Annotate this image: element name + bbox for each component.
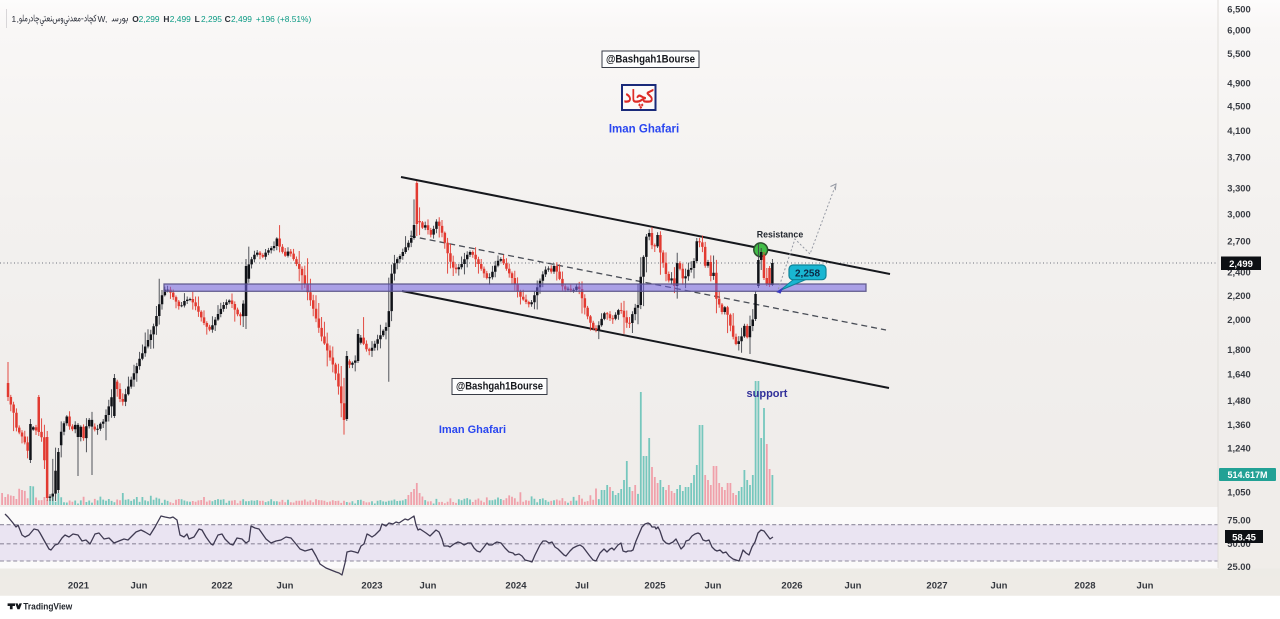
svg-text:Resistance: Resistance [757, 230, 804, 240]
svg-text:2024: 2024 [505, 581, 527, 592]
svg-text:Iman Ghafari: Iman Ghafari [609, 124, 679, 136]
svg-text:2023: 2023 [361, 581, 382, 592]
svg-text:Jun: Jun [845, 581, 862, 592]
svg-text:2027: 2027 [926, 581, 947, 592]
svg-text:1,800: 1,800 [1227, 344, 1250, 355]
svg-text:Jul: Jul [575, 581, 589, 592]
svg-text:2,299: 2,299 [139, 14, 160, 24]
svg-text:3,700: 3,700 [1227, 151, 1250, 162]
svg-text:2,499: 2,499 [231, 14, 252, 24]
svg-text:2,499: 2,499 [1229, 259, 1253, 270]
svg-text:@Bashgah1Bourse: @Bashgah1Bourse [606, 54, 695, 66]
svg-text:L: L [195, 14, 200, 24]
svg-text:Jun: Jun [991, 581, 1008, 592]
svg-text:5,500: 5,500 [1227, 48, 1250, 59]
svg-text:@Bashgah1Bourse: @Bashgah1Bourse [456, 381, 543, 393]
svg-text:3,000: 3,000 [1227, 208, 1250, 219]
svg-text:6,500: 6,500 [1227, 3, 1250, 14]
svg-text:1: 1 [12, 14, 17, 24]
svg-text:2,700: 2,700 [1227, 235, 1250, 246]
svg-text:2025: 2025 [644, 581, 666, 592]
svg-text:75.00: 75.00 [1227, 515, 1250, 526]
svg-text:1,050: 1,050 [1227, 486, 1250, 497]
svg-text:support: support [747, 388, 788, 400]
svg-text:58.45: 58.45 [1232, 532, 1256, 543]
svg-text:25.00: 25.00 [1227, 561, 1250, 572]
svg-text:Jun: Jun [1137, 581, 1154, 592]
svg-text:1,240: 1,240 [1227, 442, 1250, 453]
svg-text:514.617M: 514.617M [1227, 470, 1267, 480]
svg-text:4,100: 4,100 [1227, 125, 1250, 136]
svg-text:2,200: 2,200 [1227, 290, 1250, 301]
svg-text:2026: 2026 [781, 581, 802, 592]
svg-text:4,500: 4,500 [1227, 100, 1250, 111]
svg-text:2,499: 2,499 [170, 14, 191, 24]
svg-text:Jun: Jun [705, 581, 722, 592]
svg-text:Jun: Jun [277, 581, 294, 592]
svg-text:2,400: 2,400 [1227, 266, 1250, 277]
svg-text:1,640: 1,640 [1227, 368, 1250, 379]
svg-text:2028: 2028 [1074, 581, 1095, 592]
svg-text:1,360: 1,360 [1227, 419, 1250, 430]
svg-text:6,000: 6,000 [1227, 24, 1250, 35]
svg-text:3,300: 3,300 [1227, 182, 1250, 193]
svg-text:TradingView: TradingView [23, 601, 73, 611]
svg-text:50.00: 50.00 [1227, 538, 1250, 549]
svg-text:4,900: 4,900 [1227, 77, 1250, 88]
svg-text:C: C [225, 14, 231, 24]
svg-text:2,295: 2,295 [201, 14, 222, 24]
svg-text:Iman Ghafari: Iman Ghafari [439, 424, 506, 436]
svg-text:2021: 2021 [68, 581, 90, 592]
svg-text:2022: 2022 [211, 581, 232, 592]
svg-text:2,000: 2,000 [1227, 314, 1250, 325]
svg-text:O: O [132, 14, 139, 24]
svg-text:1,480: 1,480 [1227, 395, 1250, 406]
svg-text:Jun: Jun [420, 581, 437, 592]
svg-text:W,: W, [98, 14, 108, 24]
svg-text:2,258: 2,258 [795, 268, 820, 279]
svg-text:,: , [17, 14, 19, 24]
svg-text:H: H [163, 14, 169, 24]
svg-text:+196 (+8.51%): +196 (+8.51%) [256, 14, 312, 24]
svg-text:Jun: Jun [131, 581, 148, 592]
